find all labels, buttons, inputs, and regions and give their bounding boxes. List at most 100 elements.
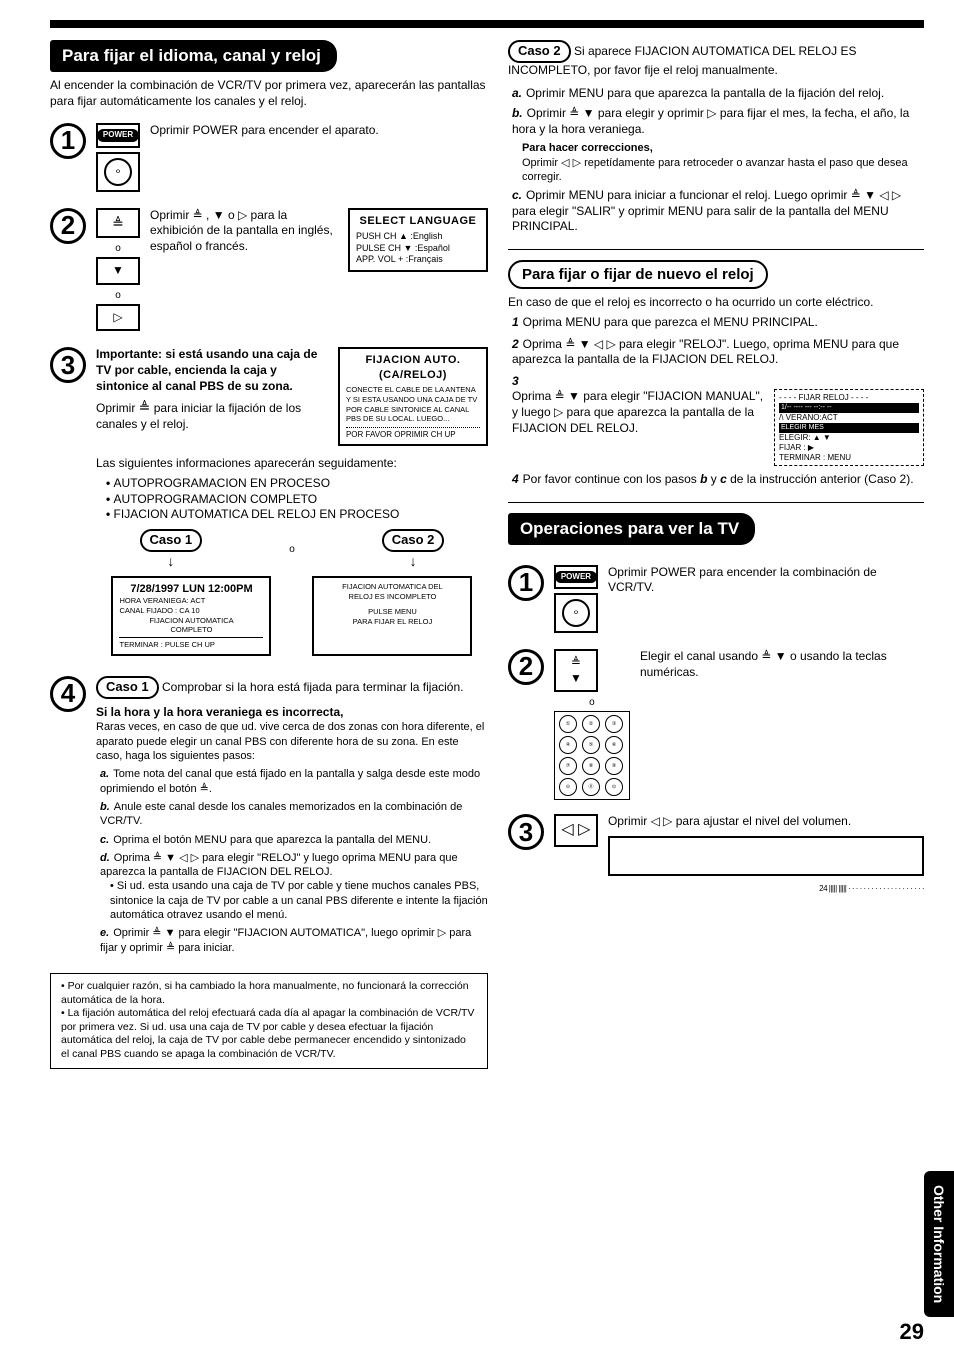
step-4: 4 Caso 1 Comprobar si la hora está fijad… (50, 676, 488, 959)
clock-l2: /\ VERANO:ACT (779, 413, 919, 423)
lang-l2: PULSE CH ▼ :Español (356, 243, 480, 255)
step1-text: Oprimir POWER para encender el aparato. (150, 123, 488, 139)
clock-l0: - - - - FIJAR RELOJ - - - - (779, 393, 919, 403)
step4-bold: Si la hora y la hora veraniega es incorr… (96, 705, 488, 721)
r-c: Oprimir MENU para iniciar a funcionar el… (512, 188, 901, 233)
volume-display (608, 836, 924, 876)
power-icon: POWER (97, 129, 139, 141)
two-columns: Para fijar el idioma, canal y reloj Al e… (50, 40, 924, 1069)
sub-e: Oprimir ≜ ▼ para elegir "FIJACION AUTOMA… (100, 927, 471, 953)
case1-label: Caso 1 (140, 529, 203, 552)
substeps: a.Tome nota del canal que está fijado en… (96, 767, 488, 955)
tv-step-number-2: 2 (508, 649, 544, 685)
step3-text: Oprimir para iniciar la fijación de los … (96, 401, 301, 431)
notes-box: • Por cualquier razón, si ha cambiado la… (50, 973, 488, 1069)
power-icon: POWER (555, 571, 597, 583)
r-a: Oprimir MENU para que aparezca la pantal… (526, 86, 884, 100)
tv1-text: Oprimir POWER para encender la combinaci… (608, 565, 924, 596)
disp1-l2: HORA VERANIEGA: ACT CANAL FIJADO : CA 10 (119, 596, 263, 616)
up-down-icon-box: ≜ ▼ (554, 649, 598, 692)
corr-head: Para hacer correcciones, (522, 141, 924, 155)
auto-display: FIJACION AUTO. (CA/RELOJ) CONECTE EL CAB… (338, 347, 488, 446)
power-icons: POWER ∘ (96, 123, 140, 193)
lang-l1: PUSH CH ▲ :English (356, 231, 480, 243)
clock-bar: ELEGIR MES (779, 423, 919, 433)
list-item: 2Oprima ≜ ▼ ◁ ▷ para elegir "RELOJ". Lue… (512, 337, 924, 368)
tv2-text: Elegir el canal usando ≜ ▼ o usando la t… (640, 649, 924, 680)
h2-2: Oprima ≜ ▼ ◁ ▷ para elegir "RELOJ". Lueg… (512, 337, 899, 367)
left-column: Para fijar el idioma, canal y reloj Al e… (50, 40, 488, 1069)
manual-page: Para fijar el idioma, canal y reloj Al e… (0, 0, 954, 1357)
eject-icon (139, 401, 151, 415)
step4-para: Raras veces, en caso de que ud. vive cer… (96, 720, 488, 763)
step-number-3: 3 (50, 347, 86, 383)
lang-l3: APP. VOL + :Français (356, 254, 480, 266)
nav-icons: o ▼ o ▷ (96, 208, 140, 334)
right-icon-box: ▷ (96, 304, 140, 332)
eject-icon: ≜ (571, 655, 581, 671)
h2-3: Oprima ≜ ▼ para elegir "FIJACION MANUAL"… (512, 389, 764, 436)
tv-step-number-3: 3 (508, 814, 544, 850)
list-item: 1Oprima MENU para que parezca el MENU PR… (512, 315, 924, 331)
side-tab: Other Information (924, 1171, 954, 1317)
step-number-4: 4 (50, 676, 86, 712)
clock-l5: TERMINAR : MENU (779, 453, 919, 463)
auto-title: FIJACION AUTO. (CA/RELOJ) (346, 353, 480, 382)
page-number: 29 (900, 1318, 924, 1347)
clock-l1: 1/-- ---- --- --:-- -- (779, 403, 919, 413)
power-badge-box: POWER (554, 565, 598, 589)
down-icon: ▼ (112, 263, 124, 279)
sub-d: Oprima ≜ ▼ ◁ ▷ para elegir "RELOJ" y lue… (100, 852, 458, 878)
info-line: Las siguientes informaciones aparecerán … (96, 456, 488, 472)
case2-section: Caso 2 Si aparece FIJACION AUTOMATICA DE… (508, 40, 924, 78)
language-display: SELECT LANGUAGE PUSH CH ▲ :English PULSE… (348, 208, 488, 272)
down-icon: ▼ (570, 671, 582, 687)
disp1-l3: FIJACION AUTOMATICA (119, 616, 263, 626)
heading-tv-ops: Operaciones para ver la TV (508, 513, 755, 545)
disp1-l5: TERMINAR : PULSE CH UP (119, 637, 263, 650)
sub-b: Anule este canal desde los canales memor… (100, 801, 462, 827)
case2-display: FIJACION AUTOMATICA DEL RELOJ ES INCOMPL… (312, 576, 472, 656)
case-displays: 7/28/1997 LUN 12:00PM HORA VERANIEGA: AC… (106, 576, 478, 656)
note-1: Por cualquier razón, si ha cambiado la h… (61, 980, 469, 1006)
auto-foot: POR FAVOR OPRIMIR CH UP (346, 427, 480, 440)
vol-icons: ◁ ▷ (554, 814, 598, 849)
tv-power-icons: POWER ∘ (554, 565, 598, 635)
list-item: AUTOPROGRAMACION EN PROCESO (106, 476, 488, 492)
list-item: 4Por favor continue con los pasos b y c … (512, 472, 924, 488)
keypad-icon: ①②③ ④⑤⑥ ⑦⑧⑨ ⊙⓪⊙ (554, 711, 630, 800)
tv-step-1: 1 POWER ∘ Oprimir POWER para encender la… (508, 565, 924, 635)
tv-step-2: 2 ≜ ▼ o ①②③ ④⑤⑥ ⑦⑧⑨ ⊙⓪⊙ Elegir el canal … (508, 649, 924, 800)
down-icon-box: ▼ (96, 257, 140, 285)
info-list: AUTOPROGRAMACION EN PROCESO AUTOPROGRAMA… (96, 476, 488, 523)
lang-title: SELECT LANGUAGE (356, 214, 480, 228)
disp1-l1: 7/28/1997 LUN 12:00PM (119, 582, 263, 596)
case2-label-right: Caso 2 (508, 40, 571, 63)
list-item: a.Oprimir MENU para que aparezca la pant… (512, 86, 924, 102)
list-item: b.Oprimir ≜ ▼ para elegir y oprimir ▷ pa… (512, 106, 924, 137)
intro-text: Al encender la combinación de VCR/TV por… (50, 78, 488, 109)
eject-eject-icon (96, 208, 140, 239)
step2-text: Oprimir ≜ , ▼ o ▷ para la exhibición de … (150, 208, 338, 272)
power-circle-icon: ∘ (104, 158, 132, 186)
clock-display: - - - - FIJAR RELOJ - - - - 1/-- ---- --… (774, 389, 924, 466)
disp1-l4: COMPLETO (119, 625, 263, 635)
tv-nav-icons: ≜ ▼ o ①②③ ④⑤⑥ ⑦⑧⑨ ⊙⓪⊙ (554, 649, 630, 800)
step-number-2: 2 (50, 208, 86, 244)
heading-idioma: Para fijar el idioma, canal y reloj (50, 40, 337, 72)
list-item: b.Anule este canal desde los canales mem… (100, 800, 488, 829)
list-item: a.Tome nota del canal que está fijado en… (100, 767, 488, 796)
list-item: e.Oprimir ≜ ▼ para elegir "FIJACION AUTO… (100, 926, 488, 955)
step2-text-a: Oprimir (150, 208, 193, 222)
disp2-l2: RELOJ ES INCOMPLETO (320, 592, 464, 602)
step-2: 2 o ▼ o ▷ Oprimir ≜ , ▼ o ▷ para la exhi… (50, 208, 488, 334)
top-rule (50, 20, 924, 28)
step-number-1: 1 (50, 123, 86, 159)
h2-intro: En caso de que el reloj es incorrecto o … (508, 295, 924, 311)
power-circle-icon: ∘ (562, 599, 590, 627)
right-icon: ▷ (113, 310, 122, 326)
list-item: d.Oprima ≜ ▼ ◁ ▷ para elegir "RELOJ" y l… (100, 851, 488, 922)
list-item: 3 Oprima ≜ ▼ para elegir "FIJACION MANUA… (512, 374, 924, 466)
h2-1: Oprima MENU para que parezca el MENU PRI… (523, 315, 818, 329)
step-1: 1 POWER ∘ Oprimir POWER para encender el… (50, 123, 488, 193)
